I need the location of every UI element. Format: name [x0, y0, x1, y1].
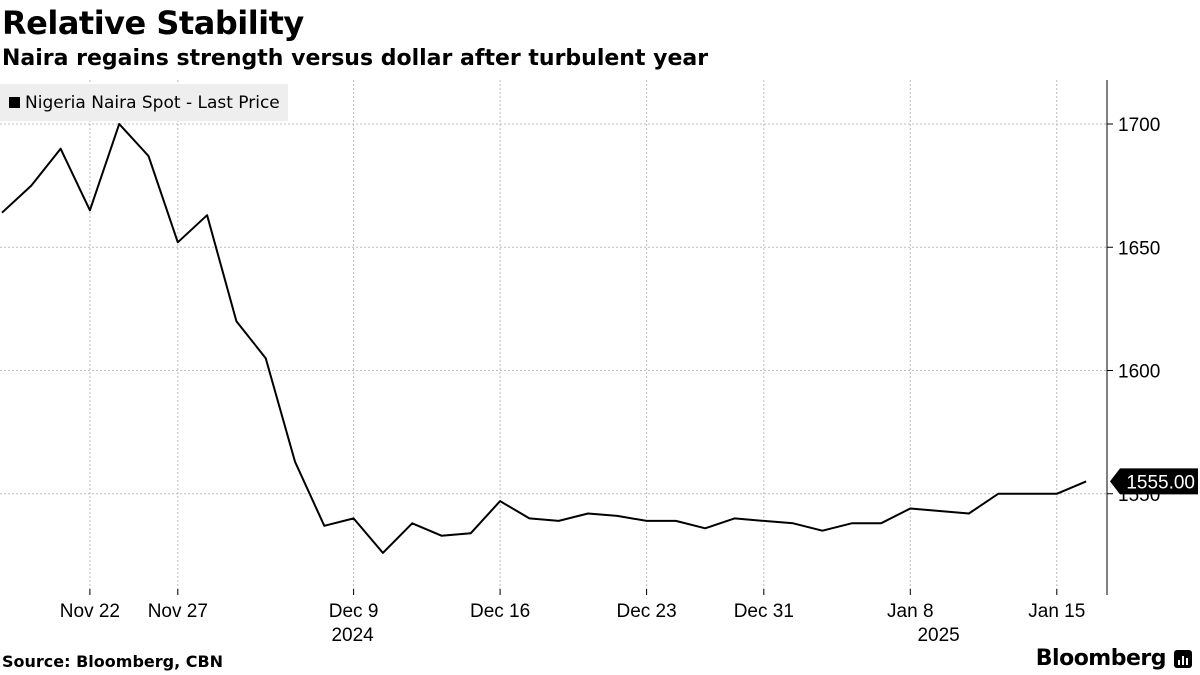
y-tick-label-1650: 1650 [1118, 238, 1160, 259]
x-tick-label: Dec 16 [470, 601, 530, 622]
x-year-label: 2024 [331, 625, 374, 646]
legend: Nigeria Naira Spot - Last Price [0, 84, 288, 121]
source-note: Source: Bloomberg, CBN [2, 652, 224, 671]
x-tick-label: Dec 31 [734, 601, 794, 622]
x-tick-label: Jan 15 [1028, 601, 1085, 622]
legend-swatch [9, 97, 20, 108]
y-tick-label-1600: 1600 [1118, 362, 1160, 383]
x-tick-label: Nov 27 [148, 601, 208, 622]
x-axis-ticks: Nov 22 Nov 27 Dec 9 Dec 16 Dec 23 Dec 31 Jan 8… [60, 589, 1085, 646]
brand-name: Bloomberg [1035, 646, 1167, 671]
last-value-tag [1110, 468, 1198, 495]
chart-title: Relative Stability [2, 4, 304, 42]
y-tick-label-1700: 1700 [1118, 115, 1160, 136]
last-value-marker: 1555.00 [1110, 468, 1198, 495]
legend-label: Nigeria Naira Spot - Last Price [25, 92, 280, 113]
series-line-naira [1, 123, 1087, 554]
x-tick-label: Nov 22 [60, 601, 120, 622]
bloomberg-icon [1174, 649, 1192, 668]
x-tick-label: Dec 9 [329, 601, 379, 622]
x-year-label: 2025 [917, 625, 959, 646]
grid-lines [0, 80, 1107, 595]
brand-logo: Bloomberg [1036, 646, 1192, 671]
x-tick-label: Jan 8 [887, 601, 933, 622]
last-value-label: 1555.00 [1126, 472, 1195, 493]
series-lines [1, 123, 1087, 554]
chart-subtitle: Naira regains strength versus dollar aft… [2, 46, 709, 71]
x-tick-label: Dec 23 [616, 601, 676, 622]
